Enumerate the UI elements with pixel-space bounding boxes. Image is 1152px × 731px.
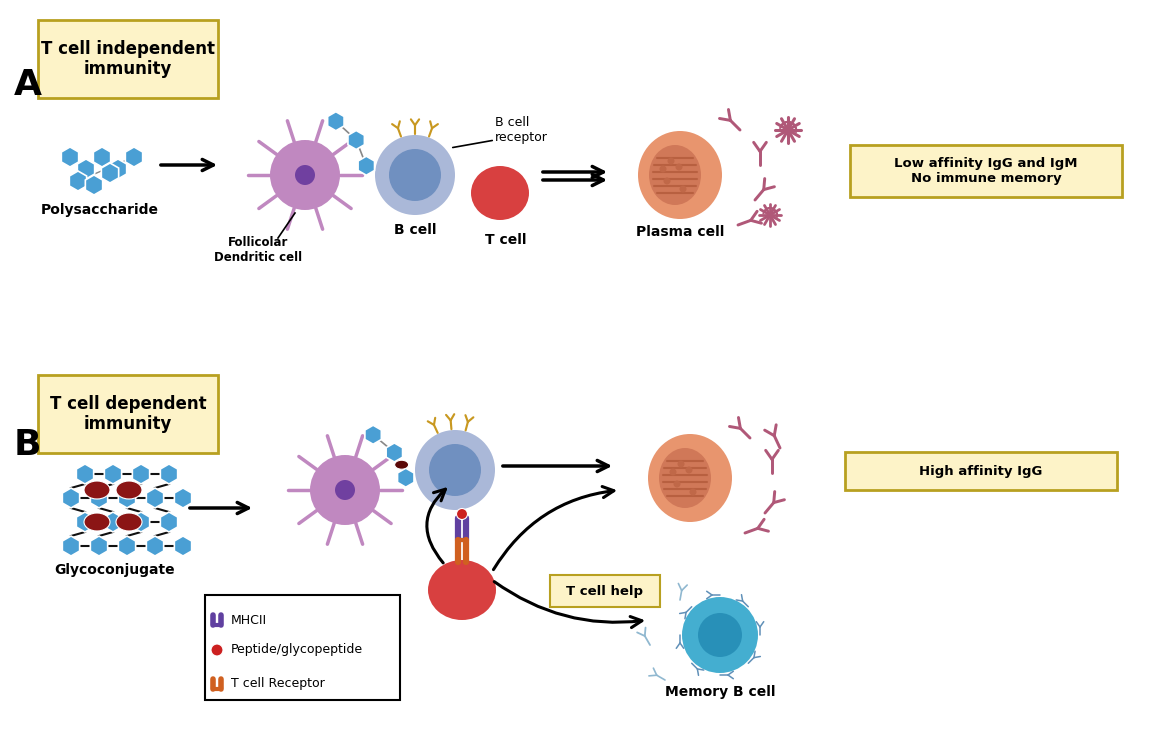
Circle shape — [415, 430, 495, 510]
Circle shape — [211, 644, 223, 656]
Polygon shape — [146, 488, 164, 508]
Polygon shape — [61, 147, 78, 167]
Text: T cell help: T cell help — [567, 585, 644, 597]
Polygon shape — [327, 112, 344, 131]
Circle shape — [429, 444, 482, 496]
Ellipse shape — [84, 513, 109, 531]
Circle shape — [674, 480, 681, 488]
Text: B cell: B cell — [394, 223, 437, 237]
Text: Glycoconjugate: Glycoconjugate — [54, 563, 175, 577]
Polygon shape — [160, 464, 177, 484]
Circle shape — [335, 480, 355, 500]
Text: Memory B cell: Memory B cell — [665, 685, 775, 699]
Polygon shape — [109, 159, 127, 179]
Circle shape — [376, 135, 455, 215]
Polygon shape — [62, 536, 79, 556]
Polygon shape — [90, 488, 107, 508]
Circle shape — [310, 455, 380, 525]
Polygon shape — [174, 488, 191, 508]
Text: Plasma cell: Plasma cell — [636, 225, 725, 239]
Text: T cell independent
immunity: T cell independent immunity — [41, 39, 215, 78]
Polygon shape — [365, 425, 381, 444]
Circle shape — [389, 149, 441, 201]
Ellipse shape — [116, 481, 142, 499]
Ellipse shape — [471, 166, 529, 220]
FancyBboxPatch shape — [38, 375, 218, 453]
Text: A: A — [14, 68, 41, 102]
Ellipse shape — [116, 513, 142, 531]
Circle shape — [664, 178, 670, 184]
Circle shape — [270, 140, 340, 210]
FancyBboxPatch shape — [205, 595, 400, 700]
Polygon shape — [90, 536, 107, 556]
Polygon shape — [397, 468, 414, 487]
Polygon shape — [105, 512, 122, 532]
FancyBboxPatch shape — [38, 20, 218, 98]
Polygon shape — [62, 488, 79, 508]
Polygon shape — [76, 512, 93, 532]
Polygon shape — [348, 131, 364, 150]
Ellipse shape — [84, 481, 109, 499]
Polygon shape — [174, 536, 191, 556]
Polygon shape — [85, 175, 103, 195]
Text: High affinity IgG: High affinity IgG — [919, 464, 1043, 477]
FancyBboxPatch shape — [846, 452, 1117, 490]
Circle shape — [675, 164, 682, 170]
Circle shape — [659, 165, 667, 173]
Circle shape — [295, 165, 314, 185]
Polygon shape — [160, 512, 177, 532]
Text: Follicolar
Dendritic cell: Follicolar Dendritic cell — [214, 236, 302, 264]
Text: B: B — [14, 428, 41, 462]
Polygon shape — [146, 536, 164, 556]
Ellipse shape — [429, 560, 497, 620]
Text: T cell Receptor: T cell Receptor — [232, 678, 325, 691]
FancyBboxPatch shape — [550, 575, 660, 607]
Text: T cell dependent
immunity: T cell dependent immunity — [50, 395, 206, 433]
Circle shape — [669, 469, 676, 475]
Circle shape — [682, 597, 758, 673]
Text: Peptide/glycopeptide: Peptide/glycopeptide — [232, 643, 363, 656]
Text: MHCII: MHCII — [232, 613, 267, 626]
Circle shape — [685, 466, 692, 474]
Polygon shape — [101, 163, 119, 183]
Text: B cell
receptor: B cell receptor — [495, 116, 548, 144]
Polygon shape — [119, 536, 136, 556]
Polygon shape — [119, 488, 136, 508]
Ellipse shape — [638, 131, 722, 219]
Ellipse shape — [659, 448, 711, 508]
Polygon shape — [77, 159, 94, 179]
Circle shape — [690, 488, 697, 496]
Polygon shape — [69, 171, 86, 191]
FancyBboxPatch shape — [850, 145, 1122, 197]
Circle shape — [677, 461, 684, 468]
Text: Polysaccharide: Polysaccharide — [41, 203, 159, 217]
Polygon shape — [105, 464, 122, 484]
Polygon shape — [126, 147, 143, 167]
Text: Low affinity IgG and IgM
No immune memory: Low affinity IgG and IgM No immune memor… — [894, 157, 1078, 185]
Polygon shape — [386, 443, 402, 462]
Ellipse shape — [395, 461, 409, 469]
Circle shape — [667, 157, 675, 164]
Polygon shape — [132, 464, 150, 484]
Polygon shape — [93, 147, 111, 167]
Ellipse shape — [647, 434, 732, 522]
Circle shape — [680, 186, 687, 192]
Polygon shape — [132, 512, 150, 532]
Circle shape — [456, 509, 468, 520]
Polygon shape — [358, 156, 374, 175]
Ellipse shape — [649, 145, 702, 205]
Circle shape — [698, 613, 742, 657]
Polygon shape — [76, 464, 93, 484]
Text: T cell: T cell — [485, 233, 526, 247]
